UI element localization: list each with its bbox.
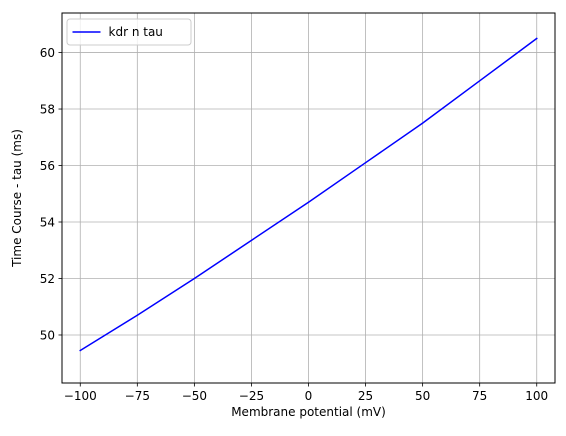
legend: kdr n tau xyxy=(66,18,192,46)
x-axis-label: Membrane potential (mV) xyxy=(231,405,386,419)
x-tick-label: 25 xyxy=(358,389,373,403)
x-tick-label: −75 xyxy=(125,389,150,403)
legend-entry-kdr-n-tau: kdr n tau xyxy=(109,25,163,39)
x-tick-label: 100 xyxy=(525,389,548,403)
y-tick-label: 54 xyxy=(40,215,55,229)
x-tick-label: −100 xyxy=(64,389,97,403)
legend-box xyxy=(66,18,192,46)
series-line-0 xyxy=(79,37,538,352)
y-axis-label: Time Course - tau (ms) xyxy=(10,129,24,268)
y-axis-ticks: 50 52 54 56 58 60 xyxy=(40,46,62,342)
y-tick-label: 60 xyxy=(40,46,55,60)
x-tick-label: −25 xyxy=(239,389,264,403)
x-axis-ticks: −100 −75 −50 −25 0 25 50 75 100 xyxy=(64,383,548,403)
y-tick-label: 52 xyxy=(40,272,55,286)
x-tick-label: −50 xyxy=(182,389,207,403)
y-tick-label: 56 xyxy=(40,159,55,173)
y-tick-label: 50 xyxy=(40,328,55,342)
series-layer xyxy=(79,37,538,352)
y-tick-label: 58 xyxy=(40,102,55,116)
grid-lines xyxy=(62,13,555,383)
x-tick-label: 0 xyxy=(305,389,313,403)
x-tick-label: 75 xyxy=(472,389,487,403)
x-tick-label: 50 xyxy=(415,389,430,403)
